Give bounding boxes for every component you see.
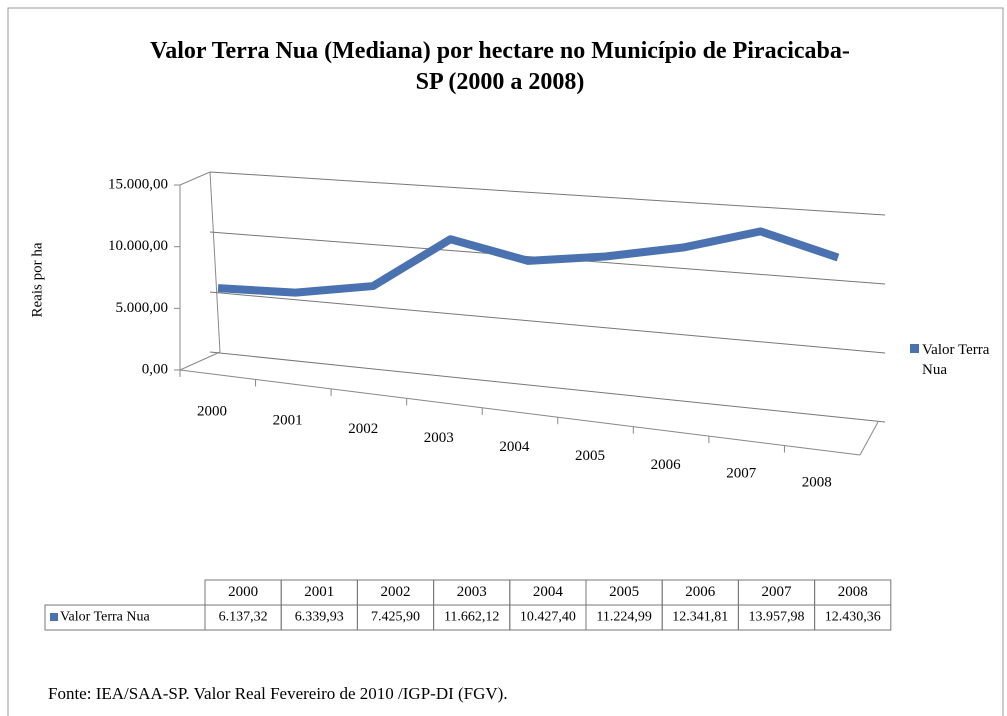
x-tick-label: 2007 xyxy=(726,466,757,482)
table-value: 6.137,32 xyxy=(219,610,268,625)
y-tick-label: 5.000,00 xyxy=(116,300,169,316)
table-value: 13.957,98 xyxy=(749,610,805,625)
table-header: 2000 xyxy=(228,584,258,600)
table-swatch xyxy=(50,613,58,621)
table-header: 2001 xyxy=(304,584,334,600)
chart-border xyxy=(7,7,1004,716)
grid-line xyxy=(209,291,886,354)
series-line xyxy=(217,227,840,297)
table-value: 11.662,12 xyxy=(444,610,499,625)
source-note: Fonte: IEA/SAA-SP. Valor Real Fevereiro … xyxy=(48,684,508,703)
x-tick-label: 2002 xyxy=(348,421,378,437)
table-value: 12.341,81 xyxy=(672,610,728,625)
x-tick-label: 2006 xyxy=(651,457,682,473)
table-value: 7.425,90 xyxy=(371,610,420,625)
table-header: 2003 xyxy=(457,584,487,600)
table-cell xyxy=(814,604,892,631)
floor-edge xyxy=(859,421,879,456)
grid-line xyxy=(209,171,886,216)
x-tick-label: 2001 xyxy=(273,412,303,428)
wall-edge xyxy=(209,171,221,353)
table-header: 2005 xyxy=(609,584,639,600)
table-header: 2006 xyxy=(685,584,716,600)
table-value: 10.427,40 xyxy=(520,610,576,625)
table-value: 6.339,93 xyxy=(295,610,344,625)
x-tick-label: 2008 xyxy=(802,475,832,491)
x-tick-label: 2003 xyxy=(424,430,454,446)
y-tick-label: 15.000,00 xyxy=(108,176,168,192)
table-value: 12.430,36 xyxy=(825,610,881,625)
table-value: 11.224,99 xyxy=(596,610,651,625)
table-row-label: Valor Terra Nua xyxy=(60,610,151,625)
y-axis-label: Reais por ha xyxy=(29,242,45,317)
wall-edge xyxy=(179,171,211,186)
table-header: 2004 xyxy=(533,584,564,600)
legend-swatch xyxy=(910,344,919,353)
table-header: 2002 xyxy=(381,584,411,600)
x-tick-label: 2000 xyxy=(197,403,227,419)
chart-title: Valor Terra Nua (Mediana) por hectare no… xyxy=(150,38,850,95)
x-tick-label: 2005 xyxy=(575,448,605,464)
y-tick-label: 0,00 xyxy=(142,361,168,377)
table-header: 2008 xyxy=(838,584,868,600)
axis-line xyxy=(179,369,861,456)
legend-label: Valor Terra Nua xyxy=(922,342,990,378)
x-tick-label: 2004 xyxy=(499,439,530,455)
grid-line xyxy=(209,351,886,423)
y-tick-label: 10.000,00 xyxy=(108,238,168,254)
floor-edge xyxy=(179,351,221,371)
table-header: 2007 xyxy=(762,584,793,600)
